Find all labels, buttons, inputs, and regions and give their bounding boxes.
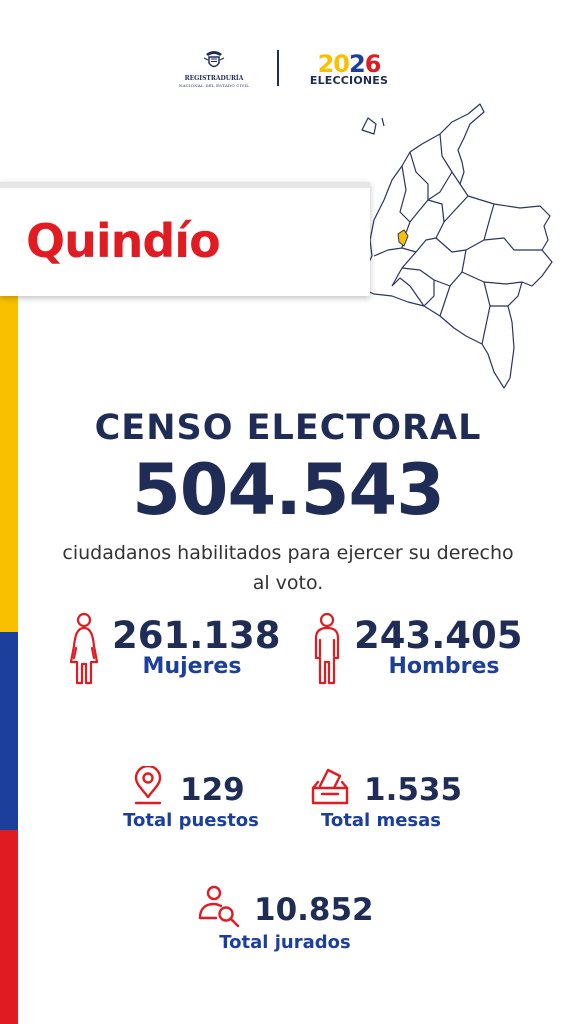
ballot-box-icon bbox=[311, 768, 349, 805]
flag-stripe-yellow bbox=[0, 296, 18, 632]
census-description: ciudadanos habilitados para ejercer su d… bbox=[62, 542, 514, 594]
quindio-highlight bbox=[397, 229, 409, 247]
department-banner: Quindío bbox=[0, 182, 370, 296]
stations-value: 129 bbox=[180, 772, 245, 808]
registraduria-logo: REGISTRADURÍA NACIONAL DEL ESTADO CIVIL bbox=[178, 48, 250, 90]
flag-stripe-blue bbox=[0, 632, 18, 830]
stations-label: Total puestos bbox=[123, 810, 259, 831]
stat-jurors: 10.852 Total jurados bbox=[196, 884, 396, 954]
location-pin-icon bbox=[134, 766, 162, 805]
men-value: 243.405 bbox=[354, 614, 523, 657]
registraduria-subtitle: NACIONAL DEL ESTADO CIVIL bbox=[178, 83, 250, 88]
registraduria-name: REGISTRADURÍA bbox=[184, 75, 244, 82]
stat-men: 243.405 Hombres bbox=[310, 612, 550, 692]
flag-stripe-red bbox=[0, 830, 18, 1024]
women-value: 261.138 bbox=[112, 614, 281, 657]
juror-search-icon bbox=[198, 885, 240, 928]
header: REGISTRADURÍA NACIONAL DEL ESTADO CIVIL … bbox=[0, 48, 576, 90]
men-label: Hombres bbox=[388, 654, 500, 679]
census-title: CENSO ELECTORAL bbox=[94, 408, 482, 448]
man-icon bbox=[314, 612, 340, 685]
tables-label: Total mesas bbox=[321, 810, 441, 831]
stat-stations: 129 Total puestos bbox=[116, 766, 276, 836]
elecciones-logo: 2026 ELECCIONES bbox=[304, 52, 394, 88]
stat-tables: 1.535 Total mesas bbox=[306, 766, 476, 836]
jurors-label: Total jurados bbox=[219, 932, 351, 953]
jurors-value: 10.852 bbox=[254, 892, 374, 928]
census-total: 504.543 bbox=[132, 449, 445, 531]
election-word: ELECCIONES bbox=[309, 74, 389, 87]
coat-of-arms-icon bbox=[203, 51, 225, 68]
header-divider bbox=[277, 50, 279, 86]
department-title: Quindío bbox=[26, 214, 221, 268]
stat-women: 261.138 Mujeres bbox=[66, 612, 286, 692]
women-label: Mujeres bbox=[142, 654, 242, 679]
tables-value: 1.535 bbox=[364, 772, 463, 808]
colombia-map bbox=[351, 103, 553, 389]
woman-icon bbox=[69, 612, 99, 685]
election-year: 2026 bbox=[317, 50, 382, 78]
